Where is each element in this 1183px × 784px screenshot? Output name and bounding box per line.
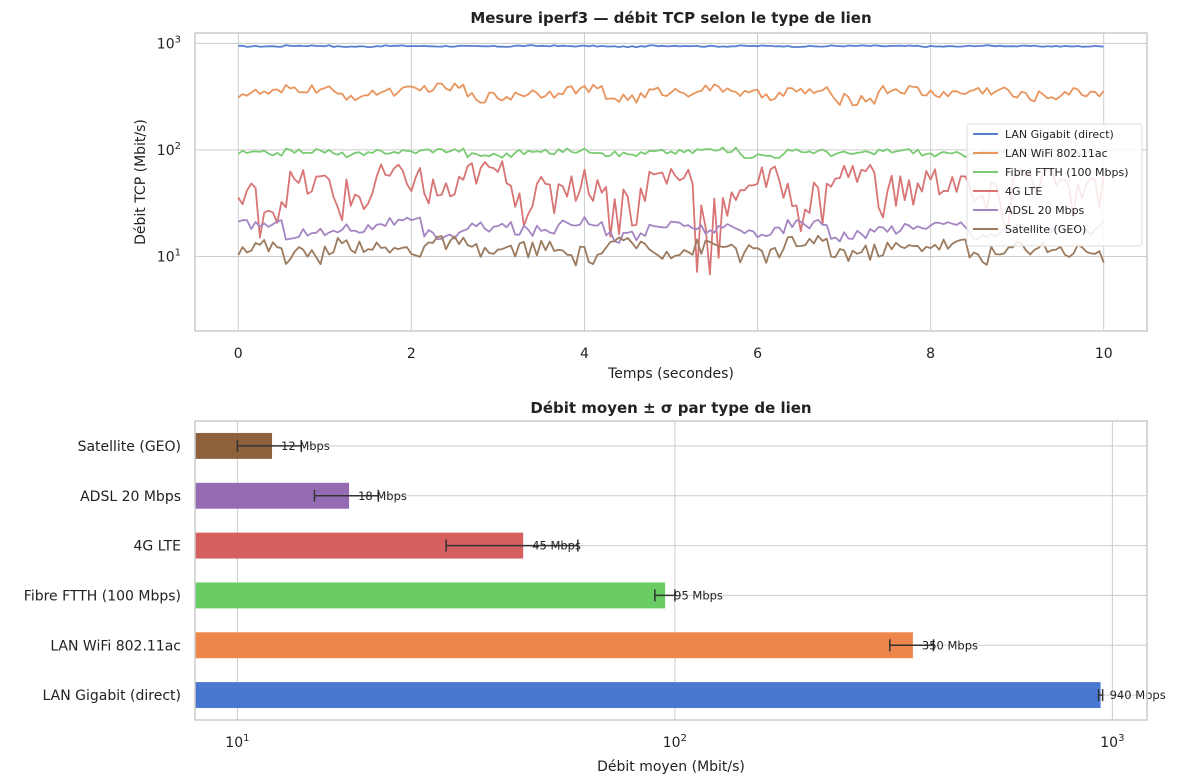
line-chart-frame bbox=[194, 32, 1148, 332]
bar-value-label: 940 Mbps bbox=[1110, 688, 1166, 702]
bar-value-label: 350 Mbps bbox=[922, 638, 978, 652]
bar-chart-category-label: Fibre FTTH (100 Mbps) bbox=[24, 588, 181, 604]
bar-chart-y-ticks: Satellite (GEO) ADSL 20 Mbps 4G LTE Fibre F… bbox=[24, 439, 181, 704]
bar-chart-grid bbox=[195, 421, 1147, 720]
line-series-4g-lte bbox=[237, 160, 1105, 276]
line-chart-y-tick-label: 103 bbox=[157, 34, 181, 52]
bar-chart-category-label: ADSL 20 Mbps bbox=[80, 489, 181, 505]
line-chart-y-tick-label: 101 bbox=[157, 248, 181, 266]
bar-lan-wifi-802-11ac bbox=[195, 632, 913, 659]
bar-chart-x-tick-label: 101 bbox=[225, 733, 249, 751]
line-chart-x-tick-label: 6 bbox=[753, 346, 762, 362]
bar-value-label: 18 Mbps bbox=[358, 489, 407, 503]
line-chart-x-ticks: 0 2 4 6 8 10 bbox=[234, 346, 1113, 362]
line-series-lan-wifi-802-11ac bbox=[237, 82, 1105, 107]
line-chart-x-tick-label: 10 bbox=[1095, 346, 1113, 362]
bar-chart-x-tick-label: 103 bbox=[1100, 733, 1124, 751]
legend-label: Fibre FTTH (100 Mbps) bbox=[1005, 166, 1129, 179]
bar-chart-title: Débit moyen ± σ par type de lien bbox=[530, 399, 811, 417]
bar-value-label: 45 Mbps bbox=[532, 539, 581, 553]
bar-chart-x-tick-label: 102 bbox=[663, 733, 687, 751]
legend-label: LAN WiFi 802.11ac bbox=[1005, 147, 1108, 160]
line-chart-y-ticks: 101 102 103 bbox=[157, 34, 181, 265]
line-chart-legend: LAN Gigabit (direct) LAN WiFi 802.11ac Fib… bbox=[966, 123, 1143, 247]
bar-chart-category-label: Satellite (GEO) bbox=[78, 439, 181, 455]
bar-lan-gigabit-direct bbox=[195, 682, 1101, 709]
legend-label: Satellite (GEO) bbox=[1005, 223, 1086, 236]
line-chart: Mesure iperf3 — débit TCP selon le type … bbox=[133, 9, 1148, 382]
bar-chart-frame bbox=[194, 420, 1148, 721]
bar-value-label: 12 Mbps bbox=[281, 439, 330, 453]
bar-chart-category-label: 4G LTE bbox=[134, 539, 181, 555]
bar-value-label: 95 Mbps bbox=[674, 588, 723, 602]
bar-chart-bars: 12 Mbps 18 Mbps 45 Mbps 95 Mbps 350 Mbps 940 … bbox=[195, 432, 1166, 709]
bar-chart-x-label: Débit moyen (Mbit/s) bbox=[597, 759, 745, 775]
line-chart-series bbox=[237, 44, 1105, 276]
legend-label: 4G LTE bbox=[1005, 185, 1042, 198]
line-chart-x-label: Temps (secondes) bbox=[607, 366, 734, 382]
line-series-satellite-geo bbox=[237, 234, 1105, 267]
line-chart-x-tick-label: 4 bbox=[580, 346, 589, 362]
line-chart-x-tick-label: 8 bbox=[926, 346, 935, 362]
bar-chart-category-label: LAN Gigabit (direct) bbox=[43, 688, 182, 704]
line-series-adsl-20-mbps bbox=[238, 216, 1105, 244]
bar-fibre-ftth-100-mbps bbox=[195, 582, 666, 609]
line-chart-x-tick-label: 0 bbox=[234, 346, 243, 362]
line-series-lan-gigabit-direct bbox=[238, 44, 1104, 49]
line-chart-y-tick-label: 102 bbox=[157, 141, 181, 159]
legend-label: LAN Gigabit (direct) bbox=[1005, 128, 1114, 141]
bar-chart-x-ticks: 101 102 103 bbox=[225, 733, 1124, 751]
bar-chart: Débit moyen ± σ par type de lien 12 Mbps… bbox=[24, 399, 1166, 775]
legend-label: ADSL 20 Mbps bbox=[1005, 204, 1085, 217]
line-series-fibre-ftth-100-mbps bbox=[237, 146, 1104, 160]
line-chart-title: Mesure iperf3 — débit TCP selon le type … bbox=[470, 9, 871, 27]
line-chart-y-label: Débit TCP (Mbit/s) bbox=[133, 119, 149, 245]
line-chart-x-tick-label: 2 bbox=[407, 346, 416, 362]
legend-box bbox=[966, 123, 1143, 247]
bar-chart-category-label: LAN WiFi 802.11ac bbox=[50, 638, 181, 654]
